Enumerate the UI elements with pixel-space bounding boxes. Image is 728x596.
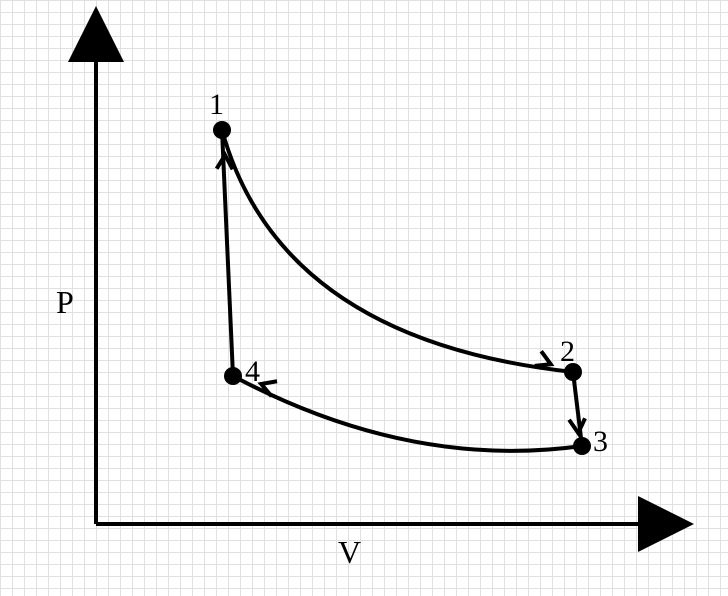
point-3 xyxy=(573,437,591,455)
arrowhead-3-4 xyxy=(258,376,277,396)
point-1-label: 1 xyxy=(209,88,224,122)
point-4-label: 4 xyxy=(245,355,260,389)
x-axis-label: V xyxy=(338,534,361,571)
pv-diagram xyxy=(0,0,728,596)
y-axis-label: P xyxy=(56,284,74,321)
point-3-label: 3 xyxy=(593,425,608,459)
curve-3-4 xyxy=(233,376,582,451)
curve-1-2 xyxy=(222,130,573,372)
point-2-label: 2 xyxy=(560,335,575,369)
point-4 xyxy=(224,367,242,385)
point-1 xyxy=(213,121,231,139)
